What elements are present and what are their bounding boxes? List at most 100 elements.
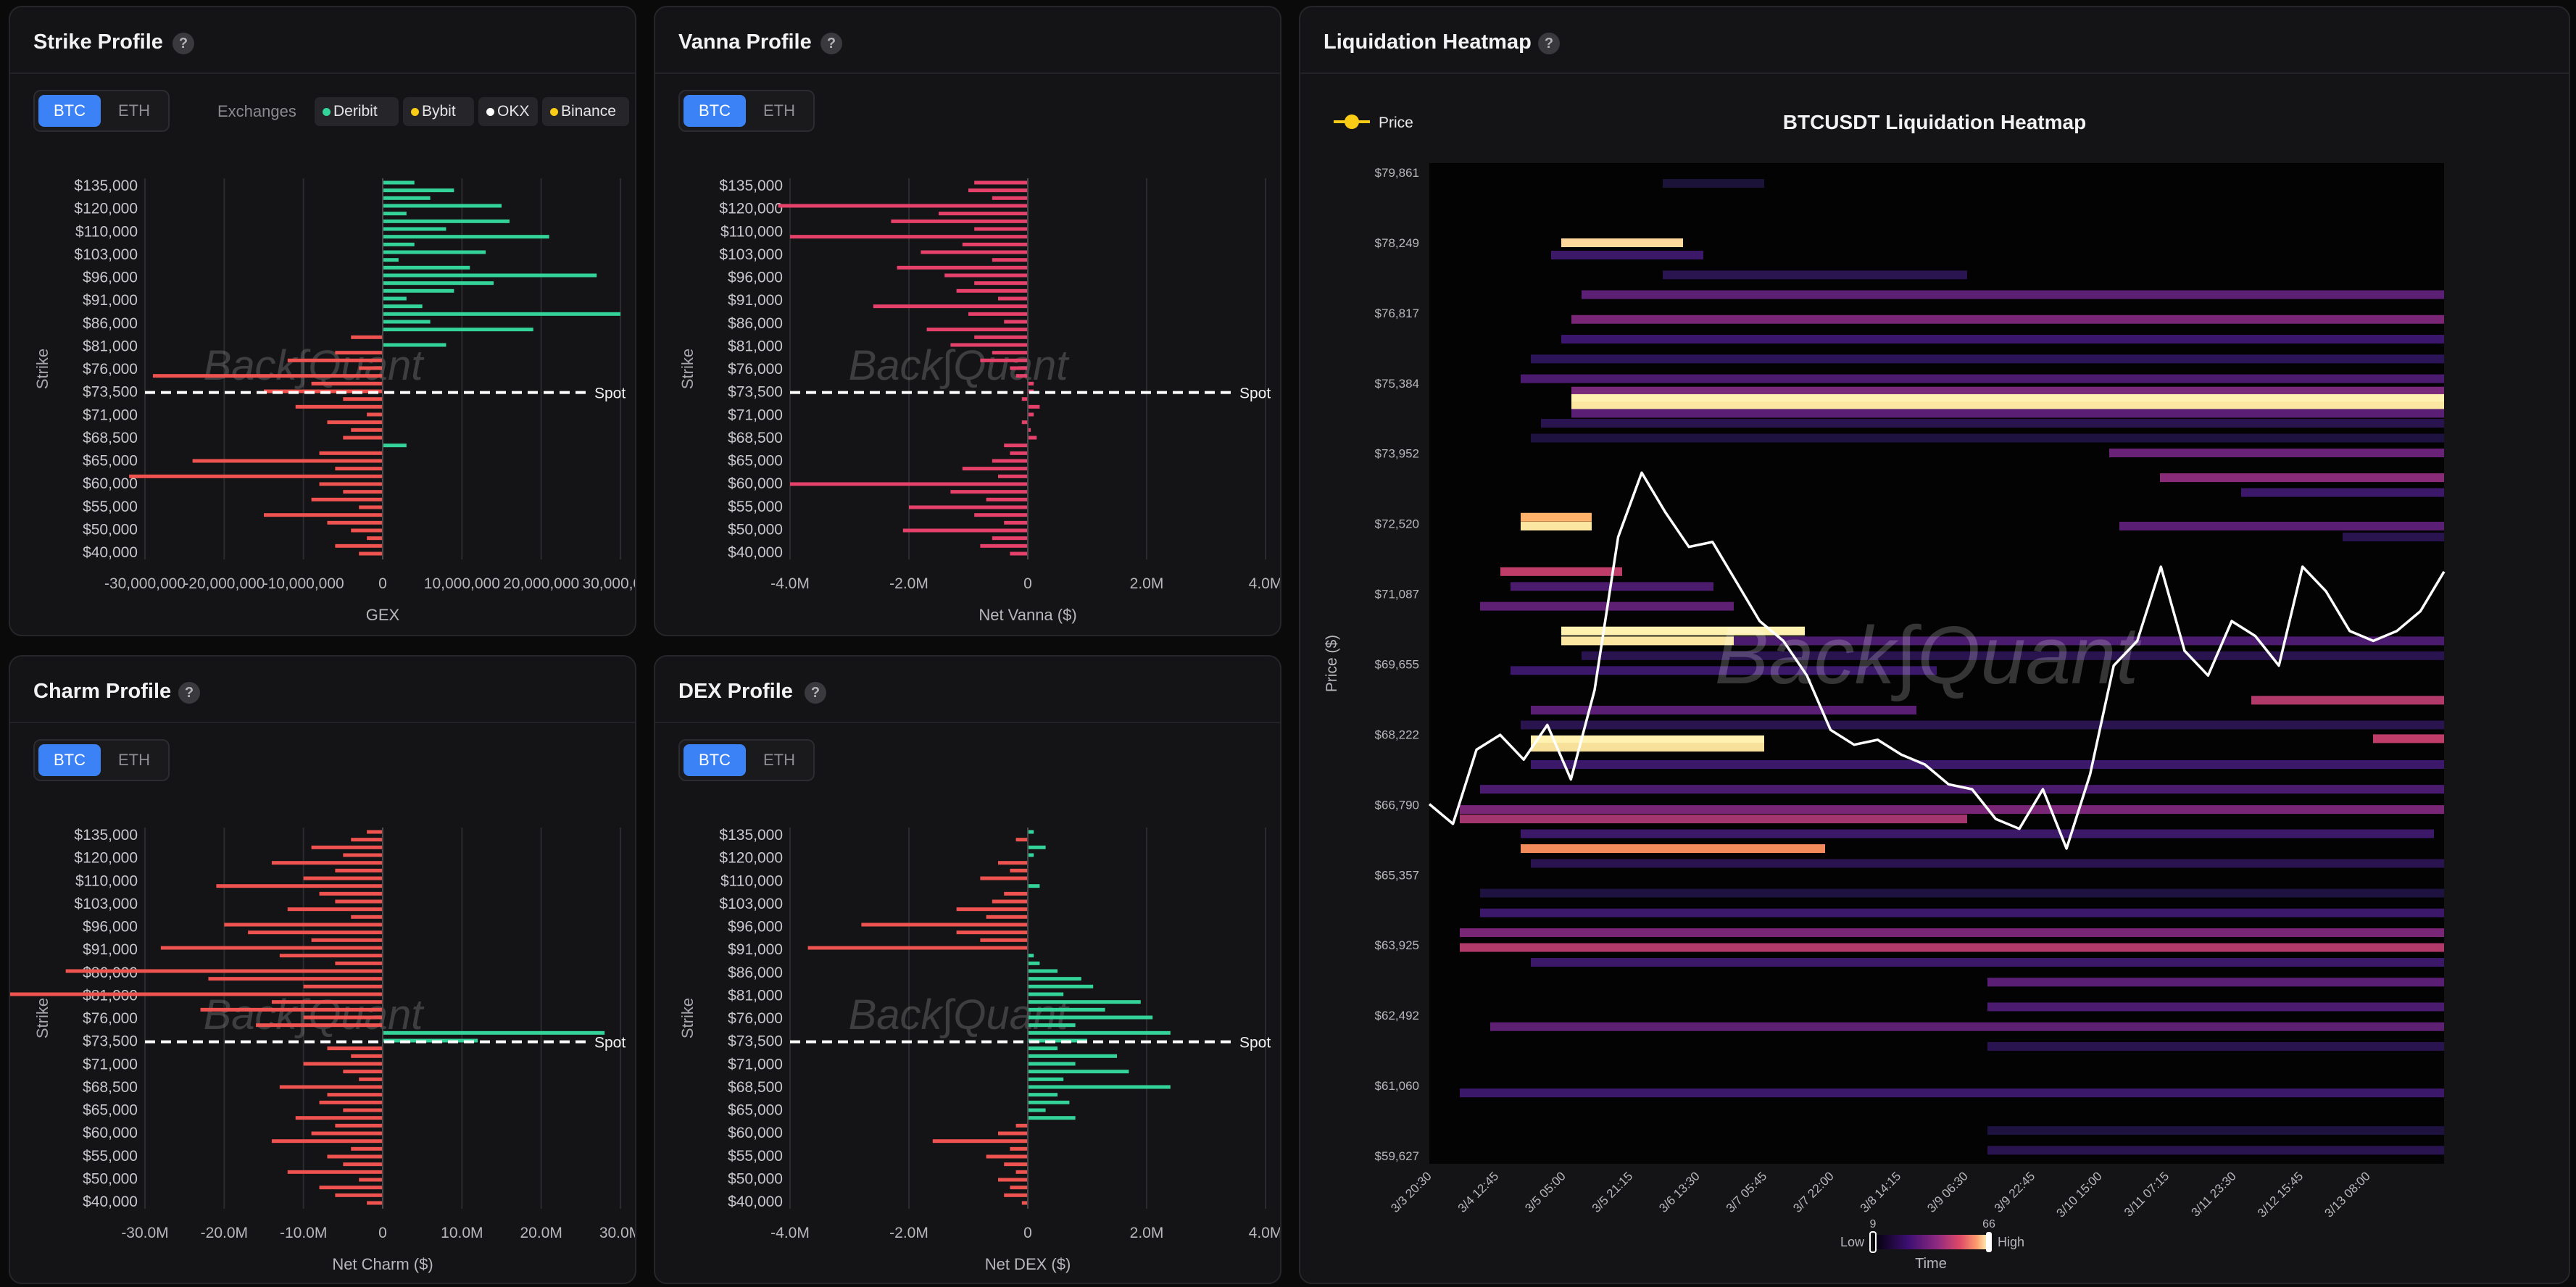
heat-band: [2160, 473, 2444, 483]
bar: [992, 459, 1028, 463]
y-tick-label: $71,000: [728, 1056, 783, 1072]
bar: [335, 351, 383, 355]
exchange-chip-deribit[interactable]: Deribit: [315, 97, 399, 126]
btc-tab[interactable]: BTC: [38, 744, 101, 776]
heat-band: [1531, 354, 2444, 364]
bar: [861, 922, 1028, 927]
heat-band: [2251, 696, 2444, 705]
bar: [319, 482, 383, 486]
bar: [311, 938, 383, 942]
heat-band: [1490, 1022, 2444, 1031]
x-tick-label: -20.0M: [201, 1225, 248, 1241]
y-tick-label: $40,000: [83, 544, 138, 561]
x-tick-label: 3/8 14:15: [1858, 1169, 1904, 1215]
x-tick-label: -4.0M: [770, 575, 810, 592]
chip-label: Bybit: [422, 103, 456, 120]
bar: [343, 1108, 383, 1112]
x-tick-label: 30.0M: [599, 1225, 636, 1241]
bar: [1021, 420, 1028, 425]
btc-tab[interactable]: BTC: [684, 95, 746, 127]
heat-band: [1561, 238, 1683, 248]
y-tick-label: $91,000: [728, 941, 783, 958]
bar: [1015, 1123, 1028, 1128]
x-tick-label: 10,000,000: [424, 575, 500, 592]
eth-tab[interactable]: ETH: [118, 751, 150, 769]
bar: [1028, 1108, 1046, 1112]
bar: [351, 528, 383, 533]
bar: [1028, 977, 1081, 981]
bar: [992, 258, 1028, 262]
bar: [367, 536, 383, 541]
help-icon[interactable]: ?: [1538, 33, 1560, 54]
bar: [343, 397, 383, 401]
spot-label: Spot: [594, 1035, 626, 1051]
x-tick-label: 2.0M: [1130, 1225, 1164, 1241]
x-tick-label: -4.0M: [770, 1225, 810, 1241]
y-tick-label: $81,000: [728, 987, 783, 1004]
bar: [873, 304, 1028, 309]
bar: [192, 459, 383, 463]
strike-profile-panel: Strike Profile ? BTC ETH Exchanges Derib…: [9, 6, 636, 636]
bar: [335, 467, 383, 471]
watermark-text: Back∫Quant: [204, 342, 425, 389]
exchange-chip-okx[interactable]: OKX: [478, 97, 538, 126]
heat-band: [1571, 409, 2444, 418]
bar: [1028, 1007, 1105, 1012]
bar: [335, 961, 383, 965]
colorbar-low-label: Low: [1840, 1235, 1865, 1249]
x-tick-label: 3/6 13:30: [1656, 1169, 1703, 1215]
bar: [950, 343, 1028, 347]
heat-band: [1561, 335, 2444, 344]
bar: [303, 984, 383, 988]
exchange-chip-bybit[interactable]: Bybit: [403, 97, 474, 126]
help-icon[interactable]: ?: [805, 682, 826, 704]
colorbar: [1873, 1235, 1989, 1249]
heat-band: [1521, 720, 2444, 730]
bar: [295, 1116, 383, 1120]
y-tick-label: $76,000: [728, 1010, 783, 1027]
exchange-chip-binance[interactable]: Binance: [542, 97, 629, 126]
btc-tab[interactable]: BTC: [684, 744, 746, 776]
bar: [359, 1178, 383, 1182]
eth-tab[interactable]: ETH: [763, 751, 795, 769]
heat-band: [1561, 626, 1805, 636]
bar: [208, 977, 383, 981]
watermark-text: Back∫Quant: [204, 991, 425, 1038]
bar: [383, 312, 620, 316]
y-axis-label: Strike: [33, 349, 51, 389]
heat-band: [1551, 251, 1703, 260]
y-tick-label: $110,000: [75, 872, 138, 889]
exchanges-label: Exchanges: [217, 102, 296, 120]
x-tick-label: 0: [1023, 1225, 1032, 1241]
y-tick-label: $96,000: [728, 270, 783, 286]
y-tick-label: $50,000: [83, 1170, 138, 1187]
help-icon[interactable]: ?: [173, 33, 194, 54]
bar: [287, 907, 383, 912]
charm-chart: -30.0M -20.0M -10.0M 0 10.0M 20.0M 30.0M $135,0…: [10, 827, 636, 1273]
price-line: [1428, 471, 2446, 850]
bar: [1028, 992, 1064, 996]
y-tick-label: $76,000: [728, 361, 783, 378]
btc-tab[interactable]: BTC: [38, 95, 101, 127]
heat-band: [1480, 785, 2444, 794]
bar: [992, 536, 1028, 541]
heat-band: [1571, 386, 2444, 396]
y-tick-label: $73,500: [83, 384, 138, 401]
help-icon[interactable]: ?: [178, 682, 200, 704]
eth-tab[interactable]: ETH: [118, 101, 150, 120]
bar: [807, 946, 1028, 950]
bar: [1028, 884, 1040, 888]
y-tick-label: $71,000: [83, 1056, 138, 1072]
y-tick-label: $59,627: [1375, 1149, 1419, 1163]
bar: [383, 212, 407, 216]
bar: [986, 915, 1028, 919]
dex-profile-panel: DEX Profile ? BTC ETH -4.0M -2.0M 0 2.0M 4.0…: [654, 655, 1281, 1284]
bar: [319, 1100, 383, 1104]
y-tick-label: $50,000: [83, 521, 138, 538]
eth-tab[interactable]: ETH: [763, 101, 795, 120]
x-tick-label: -10.0M: [280, 1225, 327, 1241]
bar: [980, 876, 1028, 880]
help-icon[interactable]: ?: [820, 33, 842, 54]
bar: [1028, 1054, 1117, 1058]
y-tick-label: $60,000: [83, 1125, 138, 1141]
